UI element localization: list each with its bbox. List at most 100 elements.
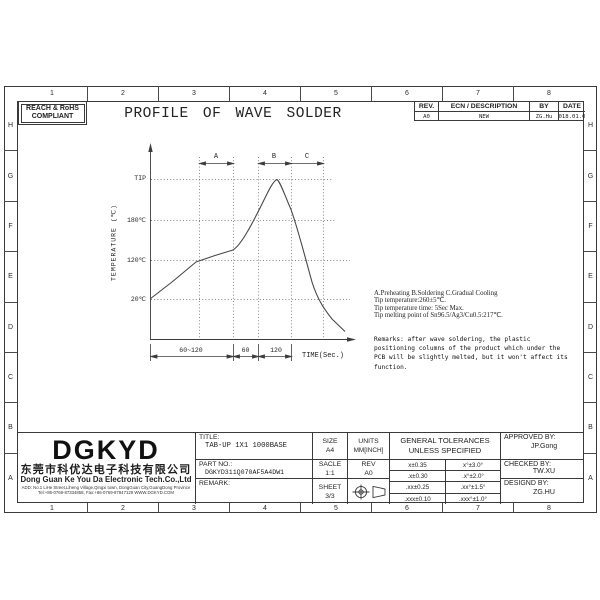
- section-markers: [197, 161, 326, 166]
- remarks-line: function.: [374, 363, 408, 371]
- remarks-block: Remarks: after wave soldering, the plast…: [374, 335, 586, 372]
- y-tick-tip: TIP: [134, 175, 146, 182]
- rohs-compliance-badge: REACH & RoHS COMPLIANT: [18, 101, 87, 125]
- frame-row-label: H: [584, 101, 597, 152]
- note-tip-temp: Tip temperature:260±5℃.: [374, 297, 446, 305]
- frame-row-label: H: [4, 101, 17, 152]
- title-block: DGKYD 东莞市科优达电子科技有限公司 Dong Guan Ke You Da…: [17, 432, 584, 504]
- frame-row-label: B: [4, 403, 17, 454]
- company-name-en: Dong Guan Ke You Da Electronic Tech.Co.,…: [20, 475, 192, 484]
- frame-row-label: F: [4, 202, 17, 253]
- frame-row-label: G: [584, 151, 597, 202]
- part-no-label: PART NO.:: [199, 461, 233, 468]
- tolerances-header-line2: UNLESS SPECIFIED: [408, 446, 482, 455]
- units-label: UNITS: [358, 438, 379, 445]
- frame-col-label: 5: [301, 503, 372, 513]
- profile-curve: [149, 178, 346, 332]
- tolerances-header-line1: GENERAL TOLERANCES: [400, 436, 490, 445]
- frame-col-label: 8: [547, 90, 551, 97]
- rev-cell-date: 2018.01.09: [558, 112, 585, 121]
- projection-symbol-icon: [352, 484, 385, 499]
- approved-by-cell: APPROVED BY: JP.Gong: [500, 433, 584, 459]
- remarks-line: Remarks: after wave soldering, the plast…: [374, 336, 531, 343]
- frame-col-label: 7: [443, 503, 514, 513]
- frame-col-label: 3: [159, 503, 230, 513]
- frame-row-label: A: [8, 474, 13, 482]
- badge-line1: REACH & RoHS: [26, 104, 79, 112]
- tol-linear-1: x±0.35: [389, 459, 445, 470]
- scale-label: SACLE: [318, 461, 342, 468]
- note-sections: A.Preheating B.Soldering C.Gradual Cooli…: [374, 290, 498, 297]
- frame-col-label: 2: [88, 86, 159, 101]
- rev-header-by: BY: [529, 101, 558, 112]
- title-cell: TITLE: TAB-UP 1X1 1000BASE: [195, 433, 312, 459]
- x-dim-label-1: 60~120: [179, 347, 203, 354]
- frame-row-label: F: [584, 202, 597, 253]
- tol-angular-3: .xx°±1.5°: [445, 481, 500, 493]
- frame-row-label: B: [584, 403, 597, 454]
- frame-col-label: 2: [88, 503, 159, 513]
- frame-row-label: C: [584, 353, 597, 404]
- tol-linear-4: .xxx±0.10: [389, 493, 445, 504]
- section-label-c: C: [304, 153, 310, 161]
- x-dimension-lines: [150, 344, 294, 361]
- rev-header-rev: REV.: [415, 101, 438, 112]
- approved-by-label: APPROVED BY:: [504, 434, 556, 441]
- size-value: A4: [325, 447, 335, 454]
- remark-cell: REMARK:: [195, 478, 312, 504]
- tol-linear-3: .xx±0.25: [389, 481, 445, 493]
- note-melting-point: Tip melting point of Sn96.5/Ag3/Cu0.5:21…: [374, 311, 503, 319]
- size-cell: SIZE A4: [312, 433, 347, 459]
- company-logo: DGKYD: [52, 435, 160, 465]
- frame-rows-left: H G F E D C B A: [4, 101, 17, 503]
- remarks-line: PCB will be slightly melted, but it won'…: [374, 354, 568, 362]
- sheet-value: 3/3: [325, 492, 335, 500]
- frame-col-label: 8: [547, 504, 551, 512]
- title-label: TITLE:: [199, 434, 220, 441]
- y-tick-20: 20℃: [130, 296, 146, 303]
- frame-row-label: G: [4, 151, 17, 202]
- scale-cell: SACLE 1:1: [312, 459, 347, 478]
- part-no-value: DGKYD311Q070AF5A4DW1: [205, 469, 285, 476]
- frame-col-label: 6: [372, 86, 443, 101]
- rev-header-date: DATE: [558, 101, 585, 112]
- process-notes: A.Preheating B.Soldering C.Gradual Cooli…: [374, 290, 584, 319]
- tol-angular-4: .xxx°±1.0°: [445, 493, 500, 504]
- frame-col-label: 1: [17, 86, 88, 101]
- approved-by-value: JP.Gong: [530, 443, 558, 450]
- rev-cell-by: ZG.Hu: [529, 112, 558, 121]
- frame-columns-bottom: 1 2 3 4 5 6 7 8: [17, 503, 584, 513]
- y-tick-180: 180℃: [126, 217, 146, 224]
- y-axis-arrow: [148, 143, 153, 152]
- solder-profile-chart: [148, 143, 356, 361]
- frame-col-label: 7: [443, 86, 514, 101]
- section-label-a: A: [213, 153, 219, 161]
- section-label-b: B: [271, 153, 277, 161]
- designed-by-value: ZG.HU: [533, 489, 555, 496]
- frame-col-label: 1: [17, 503, 88, 513]
- tol-angular-2: .x°±2.0°: [445, 470, 500, 481]
- designed-by-cell: DESIGND BY: ZG.HU: [500, 478, 584, 504]
- designed-by-label: DESIGND BY:: [504, 480, 549, 487]
- size-label: SIZE: [322, 438, 338, 445]
- sheet-cell: SHEET 3/3: [312, 478, 347, 504]
- company-block: DGKYD 东莞市科优达电子科技有限公司 Dong Guan Ke You Da…: [17, 433, 195, 504]
- x-dim-label-2: 60: [241, 347, 250, 354]
- remarks-line: positioning columns of the product which…: [374, 345, 561, 353]
- remark-label: REMARK:: [199, 480, 230, 487]
- frame-columns-top: 1 2 3 4 5 6 7 8: [17, 86, 584, 101]
- x-axis-arrow: [347, 337, 356, 342]
- frame-col-label: 5: [301, 86, 372, 101]
- frame-row-label: A: [588, 474, 593, 482]
- frame-row-label: D: [584, 303, 597, 353]
- drawing-title: PROFILE OF WAVE SOLDER: [124, 106, 342, 122]
- y-axis-title: TEMPERATURE (℃): [110, 204, 118, 281]
- rev-header-ecn: ECN / DESCRIPTION: [438, 101, 529, 112]
- tol-linear-2: .x±0.30: [389, 470, 445, 481]
- company-address: ADD: No.1 LiHe Street,Liheng Village,Qin…: [21, 484, 191, 490]
- frame-col-label: 3: [159, 86, 230, 101]
- checked-by-value: TW.XU: [532, 468, 556, 475]
- tol-angular-1: x°±3.0°: [445, 459, 500, 470]
- part-no-cell: PART NO.: DGKYD311Q070AF5A4DW1: [195, 459, 312, 478]
- frame-col-label: 4: [230, 503, 301, 513]
